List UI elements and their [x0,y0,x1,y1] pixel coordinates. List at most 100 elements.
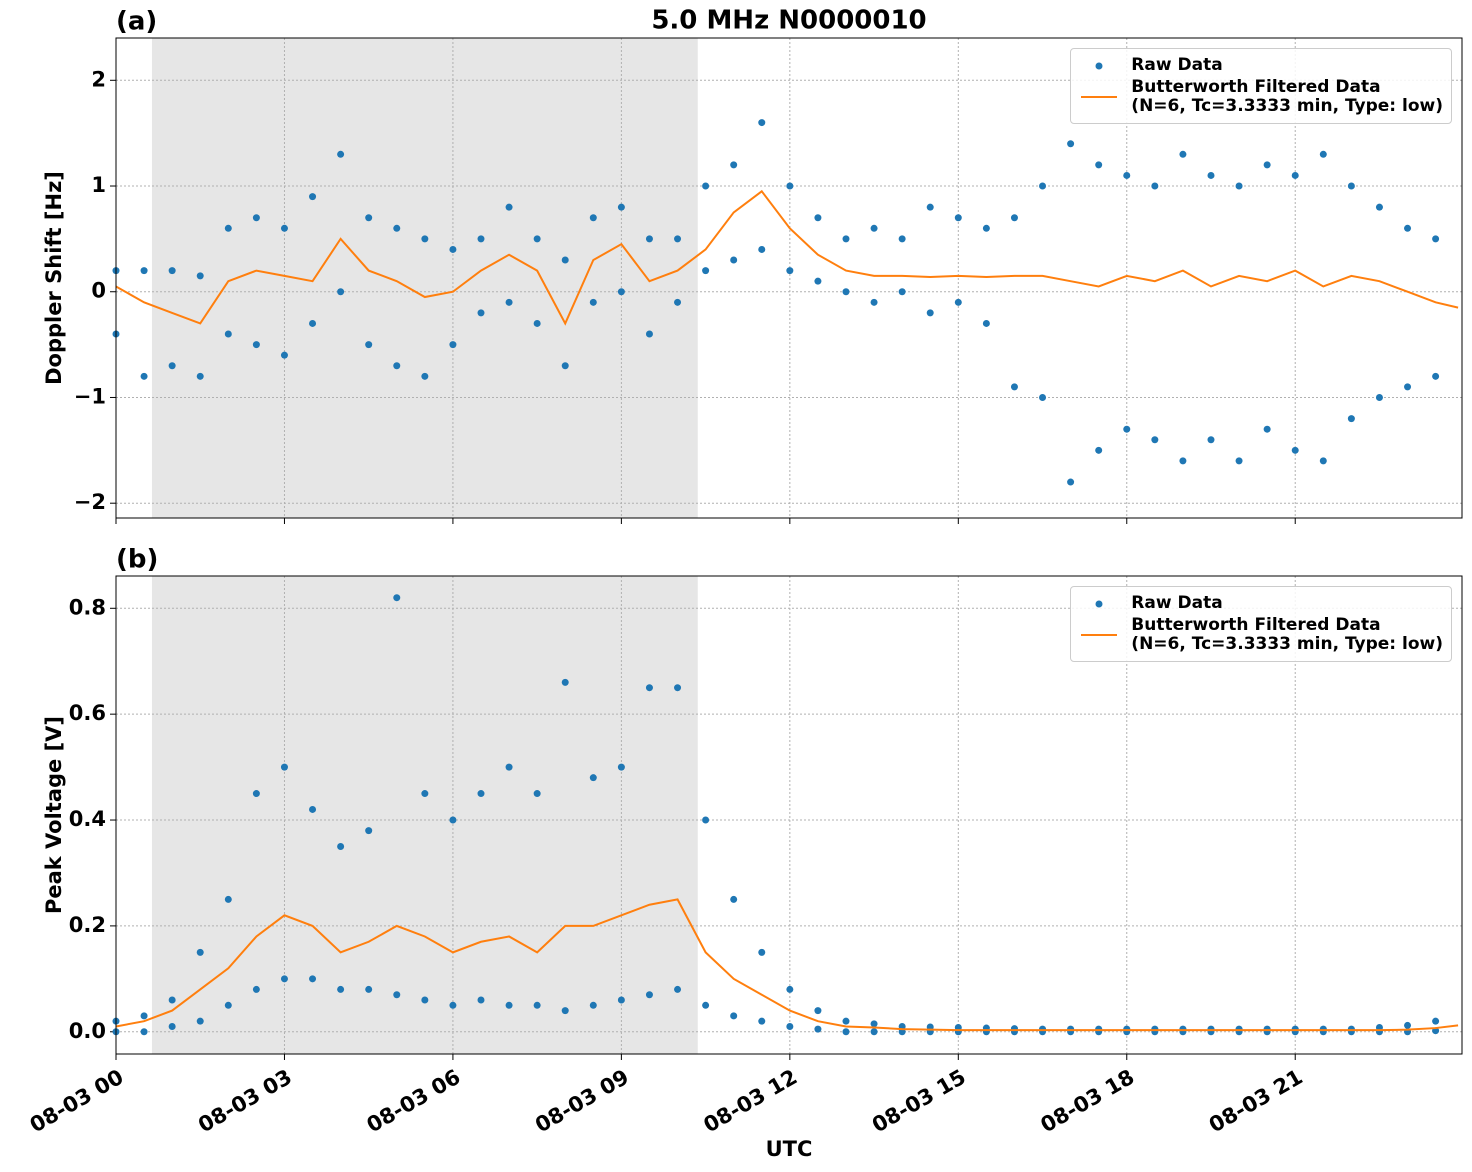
raw-point [309,975,317,983]
legend-entry: Butterworth Filtered Data (N=6, Tc=3.333… [1079,616,1443,654]
raw-point [1432,235,1440,243]
raw-point [758,245,766,253]
raw-point [365,214,373,222]
raw-point [505,1001,513,1009]
y-tick-label: 0.0 [69,1019,106,1043]
raw-point [280,351,288,359]
raw-point [224,1001,232,1009]
raw-point [730,895,738,903]
raw-point [1010,383,1018,391]
legend: Raw Data Butterworth Filtered Data (N=6, … [1070,586,1452,662]
raw-point [561,362,569,370]
raw-point [982,319,990,327]
raw-point [589,298,597,306]
y-tick-label: 1 [91,173,106,197]
raw-point [449,341,457,349]
raw-point [505,298,513,306]
raw-point [982,224,990,232]
raw-point [1291,171,1299,179]
raw-point [280,763,288,771]
raw-point [224,224,232,232]
raw-point [702,816,710,824]
raw-point [477,309,485,317]
raw-point [730,256,738,264]
raw-point [1404,224,1412,232]
legend-entry: Raw Data [1079,594,1443,613]
raw-point [252,214,260,222]
raw-point [1123,171,1131,179]
raw-point [561,1007,569,1015]
raw-point [617,763,625,771]
raw-point [533,790,541,798]
raw-point [477,790,485,798]
plot-frame [115,575,1463,1055]
raw-point [309,805,317,813]
legend-entry: Raw Data [1079,56,1443,75]
raw-point [1010,214,1018,222]
raw-point [140,1028,148,1036]
y-tick-label: 0 [91,279,106,303]
panel-label: (a) [116,7,157,37]
raw-point [870,1028,878,1036]
raw-point [674,235,682,243]
x-tick-label: 08-03 03 [194,1065,296,1138]
y-tick-label: 0.2 [69,913,106,937]
raw-point [1291,446,1299,454]
raw-point [309,319,317,327]
raw-point [617,996,625,1004]
raw-point [1151,436,1159,444]
raw-point [1347,182,1355,190]
raw-point [786,1022,794,1030]
raw-point [842,235,850,243]
raw-point [1235,457,1243,465]
raw-point [702,267,710,275]
legend-text: Butterworth Filtered Data (N=6, Tc=3.333… [1131,615,1443,654]
y-tick-label: 2 [91,67,106,91]
raw-point [393,991,401,999]
raw-point [140,1012,148,1020]
legend-text: Butterworth Filtered Data (N=6, Tc=3.333… [1131,77,1443,116]
raw-point [1207,436,1215,444]
raw-point [1404,383,1412,391]
raw-point [954,298,962,306]
x-tick-label: 08-03 15 [868,1065,970,1138]
raw-point [758,948,766,956]
y-tick-label: 0.4 [69,807,106,831]
y-tick-label: 0.6 [69,701,106,725]
raw-point [196,1017,204,1025]
raw-point [1432,372,1440,380]
y-axis-label: Doppler Shift [Hz] [42,171,66,385]
raw-point [393,224,401,232]
raw-point [926,309,934,317]
raw-point [870,224,878,232]
raw-point [1067,140,1075,148]
raw-point [337,150,345,158]
raw-point [280,224,288,232]
raw-point [702,182,710,190]
raw-point [477,235,485,243]
raw-point [674,298,682,306]
raw-point [645,991,653,999]
legend-text: Raw Data [1131,593,1223,613]
raw-point [224,330,232,338]
raw-point [842,288,850,296]
raw-point [505,203,513,211]
y-tick-label: −1 [74,384,106,408]
raw-point [617,288,625,296]
raw-point [1123,425,1131,433]
legend-text: Raw Data [1131,55,1223,75]
chart-title: 5.0 MHz N0000010 [651,6,926,36]
raw-point [1151,182,1159,190]
raw-point [786,182,794,190]
raw-point [561,678,569,686]
filtered-line [115,898,1459,1032]
raw-point [814,214,822,222]
raw-point [365,827,373,835]
raw-point [1432,1017,1440,1025]
raw-point [1319,150,1327,158]
raw-point [814,1025,822,1033]
raw-point [168,996,176,1004]
raw-point [1095,446,1103,454]
